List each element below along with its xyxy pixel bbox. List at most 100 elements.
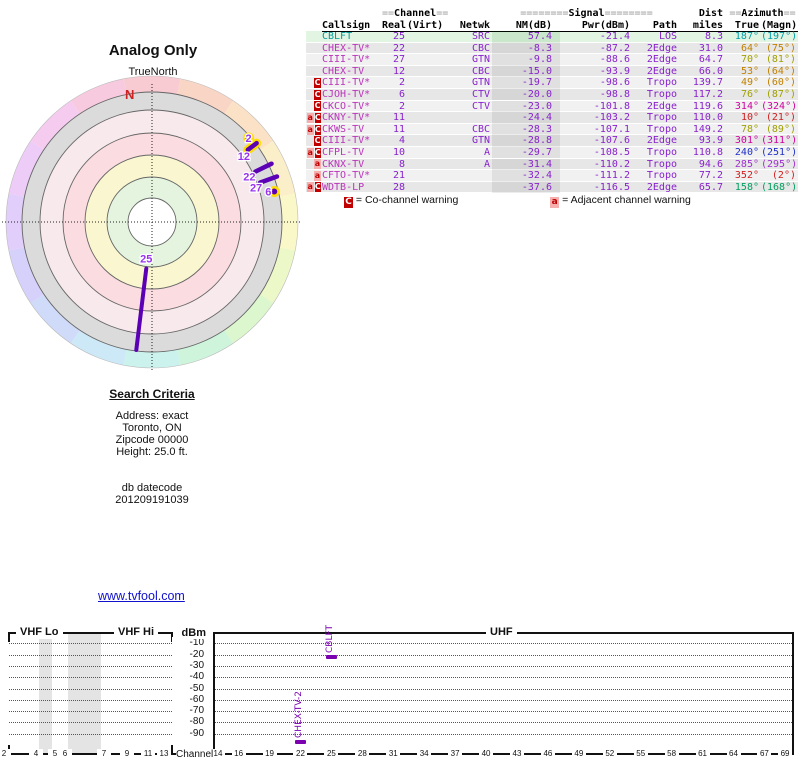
cell-miles: 8.3 [704,31,723,42]
cell-pwr: -87.2 [599,42,630,54]
cell-real: 6 [398,88,405,100]
cell-callsign: CJOH-TV* [322,88,371,100]
cell-callsign: CKCO-TV* [322,100,371,112]
cell-nm: -28.3 [492,123,560,136]
gridline [9,699,172,701]
cell-az-true: 64° [740,42,759,54]
channel-tick-label: 40 [479,749,494,758]
cell-az-magn: (311°) [761,135,798,147]
cell-real: 12 [392,65,405,77]
cell-virt [407,159,445,171]
gridline [9,733,172,735]
cell-warnings: C [306,89,322,101]
channel-tick-label: 55 [633,749,648,758]
cell-miles: 77.2 [698,170,723,182]
co-channel-warning-icon: C [314,182,321,193]
uhf-panel-left-border [213,632,215,755]
cell-miles: 119.6 [692,100,723,112]
cell-path: Tropo [646,146,677,158]
table-row: a CKNX-TV 8 A -31.4 -110.2 Tropo 94.6 285° (295°) [306,158,798,171]
gridline [9,643,172,645]
table-row: a C CFPL-TV 10 A -29.7 -108.5 Tropo 110.8 240° (25… [306,146,798,159]
cell-pwr: -88.6 [599,54,630,66]
cell-netwk: GTN [471,54,490,66]
dbm-axis-label: dBm [178,627,206,639]
cell-real: 28 [392,181,405,193]
gridline [214,643,792,645]
search-zipcode: Zipcode 00000 [115,434,189,446]
channel-tick-label: 11 [141,749,155,758]
cell-az-true: 301° [734,135,759,147]
col-header-callsign: Callsign [322,20,382,32]
dbm-tick-label: -40 [172,671,204,683]
cell-path: 2Edge [646,135,677,147]
db-datecode-value: 201209191039 [115,494,189,506]
cell-netwk: CBC [471,42,490,54]
cell-netwk: A [483,158,490,170]
cell-path: Tropo [646,158,677,170]
col-header-miles: miles [681,20,727,32]
table-row: a C CKNY-TV* 11 -24.4 -103.2 Tropo 110.0 10° (21°… [306,112,798,124]
cell-path: 2Edge [646,100,677,112]
cell-netwk: A [483,146,490,158]
col-header-true: True [727,20,761,32]
table-body: CBLFT 25 SRC 57.4 -21.4 LOS 8.3 187° (197°) CHEX-… [306,31,798,194]
cell-nm: 57.4 [492,31,560,43]
cell-pwr: -93.9 [599,65,630,77]
cell-az-magn: (324°) [761,100,798,112]
col-header-virt: (Virt) [407,19,445,32]
cell-real: 8 [398,158,405,170]
cell-real: 27 [392,54,405,66]
gridline [214,699,792,701]
co-channel-warning-icon: C [314,124,321,135]
channel-tick-label: 2 [0,749,11,758]
cell-pwr: -107.1 [593,123,630,135]
cell-pwr: -108.5 [593,146,630,158]
cell-callsign: CKNX-TV [322,158,365,170]
station-channel-label: 6 [265,187,271,199]
cell-netwk: SRC [471,31,490,42]
gridline [9,711,172,713]
db-datecode-label: db datecode [121,482,183,494]
station-marker-label: CBLFT [325,625,336,654]
cell-nm: -28.8 [492,135,560,147]
channel-tick-label: 7 [97,749,111,758]
cell-miles: 65.7 [698,181,723,193]
channel-tick-label: 37 [448,749,463,758]
search-criteria: Search Criteria Address: exact Toronto, … [62,388,242,506]
station-marker-label: CHEX-TV-2 [294,690,305,738]
cell-nm: -9.8 [492,54,560,66]
adjacent-channel-warning-icon: a [314,159,321,170]
cell-az-true: 78° [740,123,759,135]
tvfool-link[interactable]: www.tvfool.com [98,589,185,603]
cell-az-magn: (251°) [761,146,798,158]
cell-pwr: -107.6 [593,135,630,147]
compass-ring-segment [224,100,274,150]
cell-az-magn: (295°) [761,158,798,170]
table-row: C CIII-TV* 4 GTN -28.8 -107.6 2Edge 93.9 301° (31… [306,135,798,147]
cell-az-true: 240° [734,146,759,158]
cell-miles: 66.0 [698,65,723,77]
cell-path: 2Edge [646,54,677,66]
cell-netwk: CTV [471,100,490,112]
cell-virt [407,170,445,182]
cell-warnings: C [306,135,322,147]
table-row: C CIII-TV* 2 GTN -19.7 -98.6 Tropo 139.7 49° (60°… [306,77,798,89]
compass-ring-segment [123,349,181,368]
channel-tick-label: 9 [120,749,134,758]
dbm-tick-label: -30 [172,659,204,671]
cell-callsign: CKWS-TV [322,123,365,135]
dbm-tick-label: -10 [172,637,204,649]
cell-az-magn: (89°) [765,123,796,135]
station-bar-marker [253,161,274,174]
compass-ring-segment [70,330,127,366]
cell-virt [407,54,445,66]
vhf-hi-band-label: VHF Hi [114,626,159,639]
col-header-pwr: Pwr(dBm) [560,20,636,32]
table-row: a C WDTB-LP 28 -37.6 -116.5 2Edge 65.7 158° (168°… [306,181,798,194]
compass-ring-segment [224,294,274,344]
